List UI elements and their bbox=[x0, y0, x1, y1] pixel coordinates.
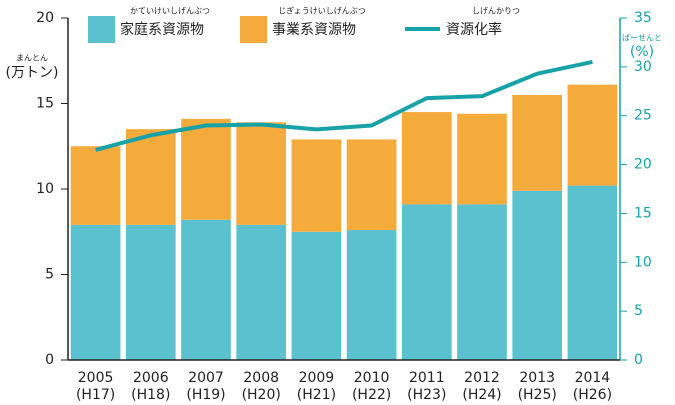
y-axis-label: (万トン) bbox=[6, 65, 59, 81]
bar-segment bbox=[236, 224, 287, 360]
bar-segment bbox=[181, 219, 231, 360]
x-tick-sublabel: (H18) bbox=[131, 387, 170, 403]
y2-label-ruby: ぱーせんと bbox=[622, 34, 662, 43]
legend-label: 家庭系資源物 bbox=[120, 21, 204, 38]
x-tick-label: 2010 bbox=[354, 370, 390, 386]
y2-tick-label: 10 bbox=[634, 254, 652, 270]
y2-tick-label: 0 bbox=[634, 352, 643, 368]
y2-tick-label: 35 bbox=[634, 10, 652, 26]
x-tick-sublabel: (H22) bbox=[352, 387, 391, 403]
bar-segment bbox=[567, 185, 618, 360]
x-tick-sublabel: (H24) bbox=[462, 387, 501, 403]
y2-tick-label: 30 bbox=[634, 59, 652, 75]
rate-line bbox=[95, 60, 593, 152]
x-tick-label: 2005 bbox=[78, 370, 114, 386]
y2-axis-label: (%) bbox=[630, 44, 654, 60]
x-tick-sublabel: (H17) bbox=[76, 387, 115, 403]
bar-segment bbox=[236, 122, 287, 225]
bar-segment bbox=[291, 139, 342, 232]
bar-segment bbox=[346, 230, 397, 360]
x-tick-label: 2012 bbox=[464, 370, 500, 386]
bar-segment bbox=[70, 224, 121, 360]
x-tick-label: 2007 bbox=[188, 370, 224, 386]
x-tick-label: 2013 bbox=[519, 370, 555, 386]
y-tick-label: 5 bbox=[45, 267, 54, 283]
x-tick-label: 2014 bbox=[575, 370, 611, 386]
y-label-ruby: まんとん bbox=[16, 54, 48, 63]
y-tick-label: 20 bbox=[36, 10, 54, 26]
y2-tick-label: 5 bbox=[634, 303, 643, 319]
bar-segment bbox=[401, 204, 452, 360]
bar-segment bbox=[291, 231, 342, 360]
bar-segment bbox=[457, 204, 507, 360]
y-tick-label: 0 bbox=[45, 352, 54, 368]
bar-segment bbox=[512, 94, 563, 191]
y2-tick-label: 25 bbox=[634, 108, 652, 124]
x-tick-label: 2006 bbox=[133, 370, 169, 386]
bar-segment bbox=[512, 190, 563, 360]
bar-segment bbox=[457, 113, 507, 205]
bar-segment bbox=[125, 224, 176, 360]
bar-segment bbox=[70, 146, 121, 225]
x-tick-sublabel: (H21) bbox=[297, 387, 336, 403]
x-tick-label: 2009 bbox=[299, 370, 335, 386]
x-tick-sublabel: (H20) bbox=[242, 387, 281, 403]
legend-ruby: しげんかりつ bbox=[472, 7, 520, 16]
y2-tick-label: 15 bbox=[634, 205, 652, 221]
legend-label: 事業系資源物 bbox=[272, 22, 356, 38]
x-tick-sublabel: (H19) bbox=[186, 387, 225, 403]
bar-segment bbox=[181, 118, 231, 220]
bar-segment bbox=[401, 112, 452, 205]
bar-segment bbox=[567, 84, 618, 186]
legend-ruby: じぎょうけいしげんぶつ bbox=[278, 6, 366, 16]
y2-tick-label: 20 bbox=[634, 157, 652, 173]
legend-ruby: かていけいしげんぶつ bbox=[130, 7, 210, 16]
x-tick-sublabel: (H25) bbox=[518, 387, 557, 403]
y-tick-label: 15 bbox=[36, 96, 54, 112]
bar-segment bbox=[346, 139, 397, 231]
bar-segment bbox=[125, 129, 176, 225]
x-tick-sublabel: (H23) bbox=[407, 387, 446, 403]
legend-swatch bbox=[88, 16, 115, 43]
legend-label: 資源化率 bbox=[446, 21, 502, 38]
x-tick-label: 2011 bbox=[409, 370, 445, 386]
x-tick-sublabel: (H26) bbox=[573, 387, 612, 403]
legend-swatch bbox=[240, 16, 267, 43]
x-tick-label: 2008 bbox=[243, 370, 279, 386]
y-tick-label: 10 bbox=[36, 181, 54, 197]
